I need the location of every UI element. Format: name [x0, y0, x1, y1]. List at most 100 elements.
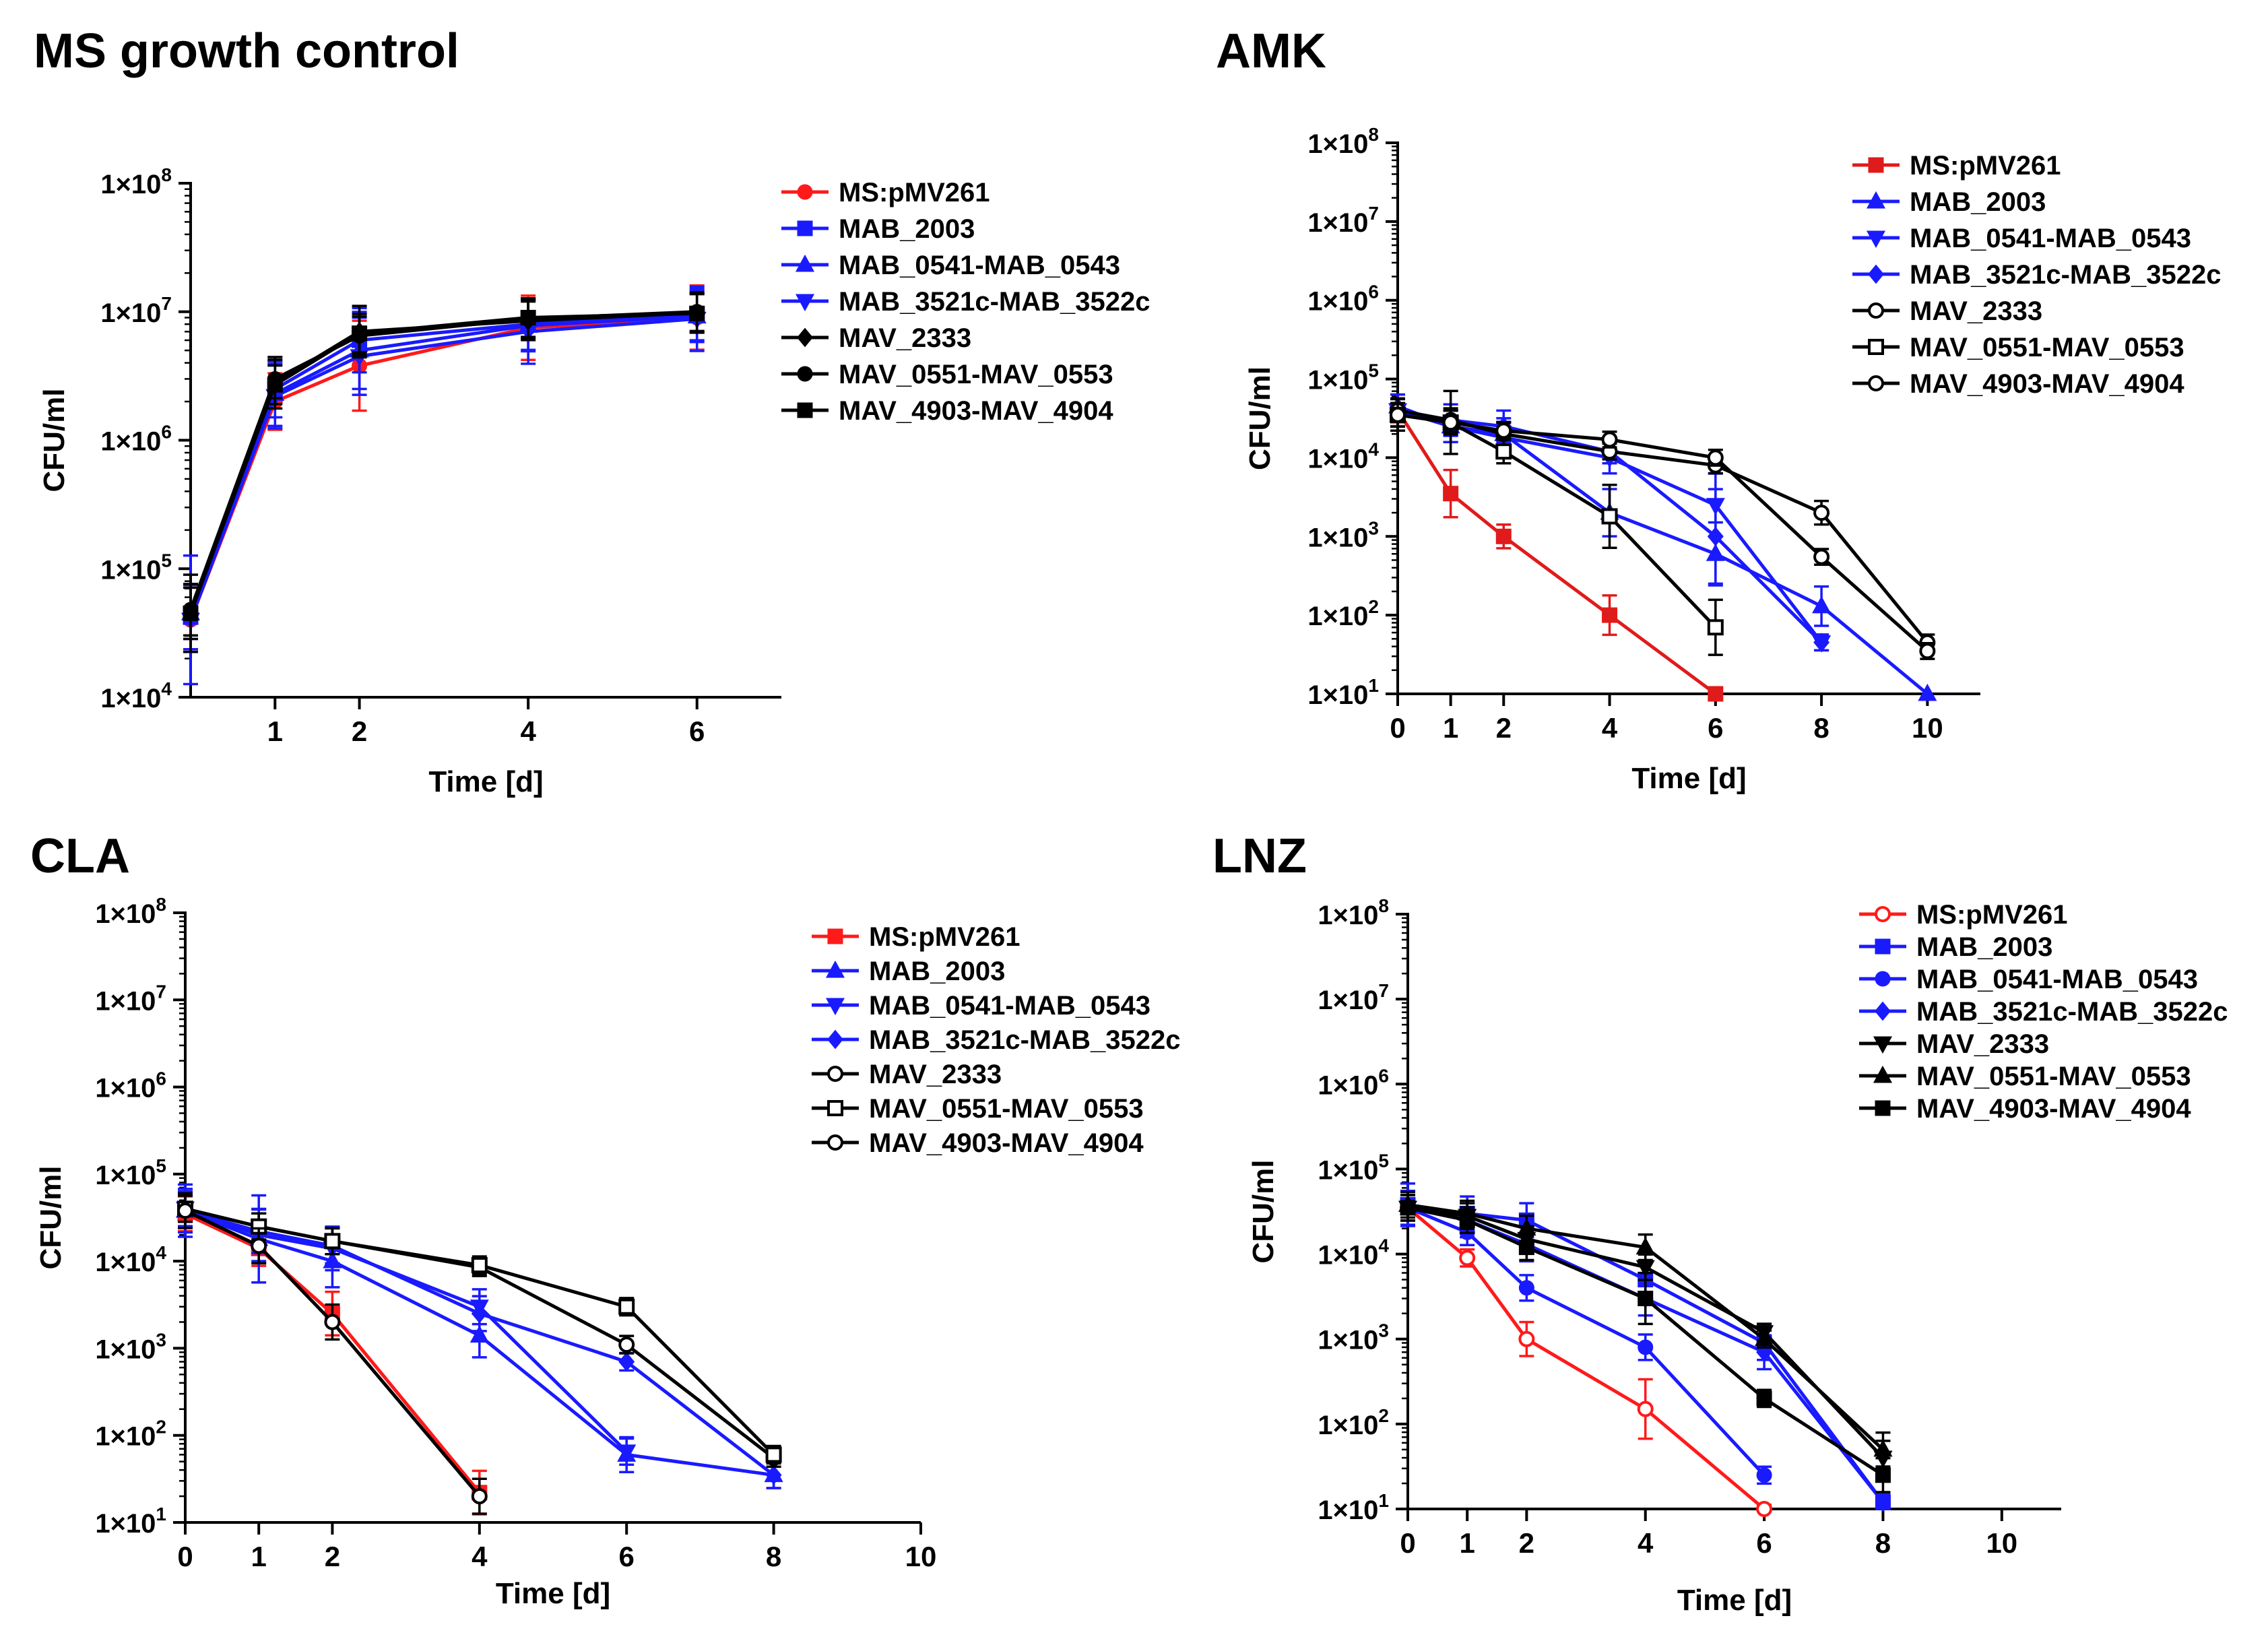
series-mab-2003: [175, 1183, 783, 1489]
y-tick-label: 1×106: [1307, 282, 1379, 317]
data-point: [1707, 619, 1724, 636]
legend-marker: [1868, 157, 1884, 173]
legend-marker: [1866, 191, 1886, 209]
data-point: [1812, 596, 1832, 614]
y-tick-label: 1×102: [1307, 596, 1379, 631]
x-tick-label: 8: [1875, 1527, 1891, 1559]
y-tick-label: 1×106: [1318, 1065, 1389, 1100]
legend-marker: [795, 254, 815, 272]
legend-marker: [797, 402, 813, 418]
series-line: [189, 315, 697, 621]
legend-entry: MS:pMV261: [1852, 151, 2061, 181]
legend-marker: [825, 998, 845, 1016]
series-mav-4903-mav-4904: [1400, 1194, 1891, 1493]
legend-label: MAB_2003: [1910, 187, 2046, 217]
legend-entry: MAB_3521c-MAB_3522c: [781, 287, 1150, 317]
series-line: [1397, 408, 1929, 644]
legend-entry: MAB_3521c-MAB_3522c: [1852, 260, 2221, 290]
legend-marker: [1873, 1036, 1893, 1054]
data-point: [1601, 431, 1618, 448]
panel-title: AMK: [1216, 24, 1326, 78]
data-point: [267, 377, 283, 393]
x-tick-label: 4: [520, 715, 536, 747]
data-point: [471, 1488, 488, 1505]
y-tick-label: 1×105: [95, 1155, 166, 1190]
y-tick-label: 1×105: [1307, 360, 1379, 395]
y-tick-label: 1×104: [1307, 439, 1379, 474]
series-line: [189, 313, 697, 618]
series-line: [184, 1209, 481, 1498]
series-line: [1407, 1202, 1885, 1451]
legend-entry: MAV_2333: [1859, 1029, 2049, 1059]
legend-marker: [1868, 339, 1884, 355]
legend-marker: [1875, 906, 1891, 922]
y-tick-label: 1×102: [95, 1417, 166, 1452]
legend-label: MAB_0541-MAB_0543: [869, 991, 1151, 1021]
y-tick-label: 1×103: [1318, 1320, 1389, 1355]
legend-marker: [1875, 1001, 1891, 1021]
x-tick-label: 6: [689, 715, 705, 747]
data-point: [183, 605, 199, 621]
legend-label: MAV_2333: [839, 323, 971, 353]
legend-label: MAV_2333: [1910, 296, 2042, 326]
data-point: [1495, 528, 1512, 544]
y-tick-label: 1×102: [1318, 1405, 1389, 1440]
data-point: [1756, 1390, 1772, 1407]
legend-label: MS:pMV261: [839, 178, 990, 207]
data-point: [618, 1337, 635, 1353]
legend-marker: [1875, 1100, 1891, 1116]
legend-entry: MAB_0541-MAB_0543: [812, 991, 1151, 1021]
series-line: [189, 317, 697, 621]
x-tick-label: 2: [1496, 712, 1512, 744]
x-tick-label: 8: [1813, 712, 1829, 744]
legend-label: MAV_4903-MAV_4904: [1916, 1094, 2191, 1124]
legend-marker: [1868, 302, 1884, 319]
data-point: [1756, 1467, 1772, 1483]
data-point: [1875, 1492, 1891, 1512]
legend-marker: [797, 366, 813, 382]
data-point: [251, 1237, 267, 1254]
legend-entry: MAV_4903-MAV_4904: [1859, 1094, 2191, 1124]
y-tick-label: 1×108: [95, 894, 166, 929]
y-tick-label: 1×107: [1307, 203, 1379, 238]
x-axis-label: Time [d]: [496, 1577, 610, 1610]
y-tick-label: 1×107: [95, 981, 166, 1016]
legend-marker: [827, 928, 843, 944]
legend-entry: MAB_3521c-MAB_3522c: [1859, 997, 2228, 1027]
y-tick-label: 1×104: [100, 678, 172, 713]
data-point: [1813, 633, 1830, 653]
legend-entry: MAB_3521c-MAB_3522c: [812, 1025, 1180, 1055]
legend-label: MAV_0551-MAV_0553: [1910, 333, 2184, 362]
x-tick-label: 2: [1519, 1527, 1534, 1559]
legend-label: MAV_4903-MAV_4904: [839, 396, 1113, 426]
y-tick-label: 1×106: [100, 422, 172, 457]
x-tick-label: 10: [905, 1541, 937, 1572]
x-axis-label: Time [d]: [1631, 762, 1746, 795]
y-tick-label: 1×105: [100, 550, 172, 585]
series-line: [184, 1212, 481, 1494]
series-mav-4903-mav-4904: [177, 1192, 488, 1515]
x-tick-label: 2: [352, 715, 367, 747]
legend-entry: MS:pMV261: [781, 178, 990, 207]
series-line: [1407, 1206, 1765, 1477]
chart-panel-cla: CLA 1×101 1×102 1×103 1×104 1×105 1×106 1×107 1×…: [30, 829, 1180, 1610]
data-point: [352, 325, 368, 342]
legend-marker: [1875, 971, 1891, 987]
legend-marker: [1873, 1065, 1893, 1083]
series-mav-4903-mav-4904: [183, 292, 705, 641]
x-tick-label: 8: [766, 1541, 781, 1572]
data-point: [471, 1257, 488, 1274]
data-point: [520, 309, 536, 325]
x-tick-label: 0: [1390, 712, 1405, 744]
y-axis-label: CFU/ml: [1247, 1160, 1280, 1264]
x-tick-label: 4: [1602, 712, 1618, 744]
legend-entry: MAB_2003: [812, 957, 1005, 986]
legend-entry: MAV_0551-MAV_0553: [1859, 1062, 2191, 1091]
data-point: [1638, 1291, 1654, 1307]
data-point: [1602, 607, 1618, 623]
legend-label: MAB_2003: [839, 214, 975, 244]
x-tick-label: 1: [1460, 1527, 1475, 1559]
legend-label: MAB_0541-MAB_0543: [839, 251, 1120, 280]
data-point: [1400, 1200, 1416, 1216]
